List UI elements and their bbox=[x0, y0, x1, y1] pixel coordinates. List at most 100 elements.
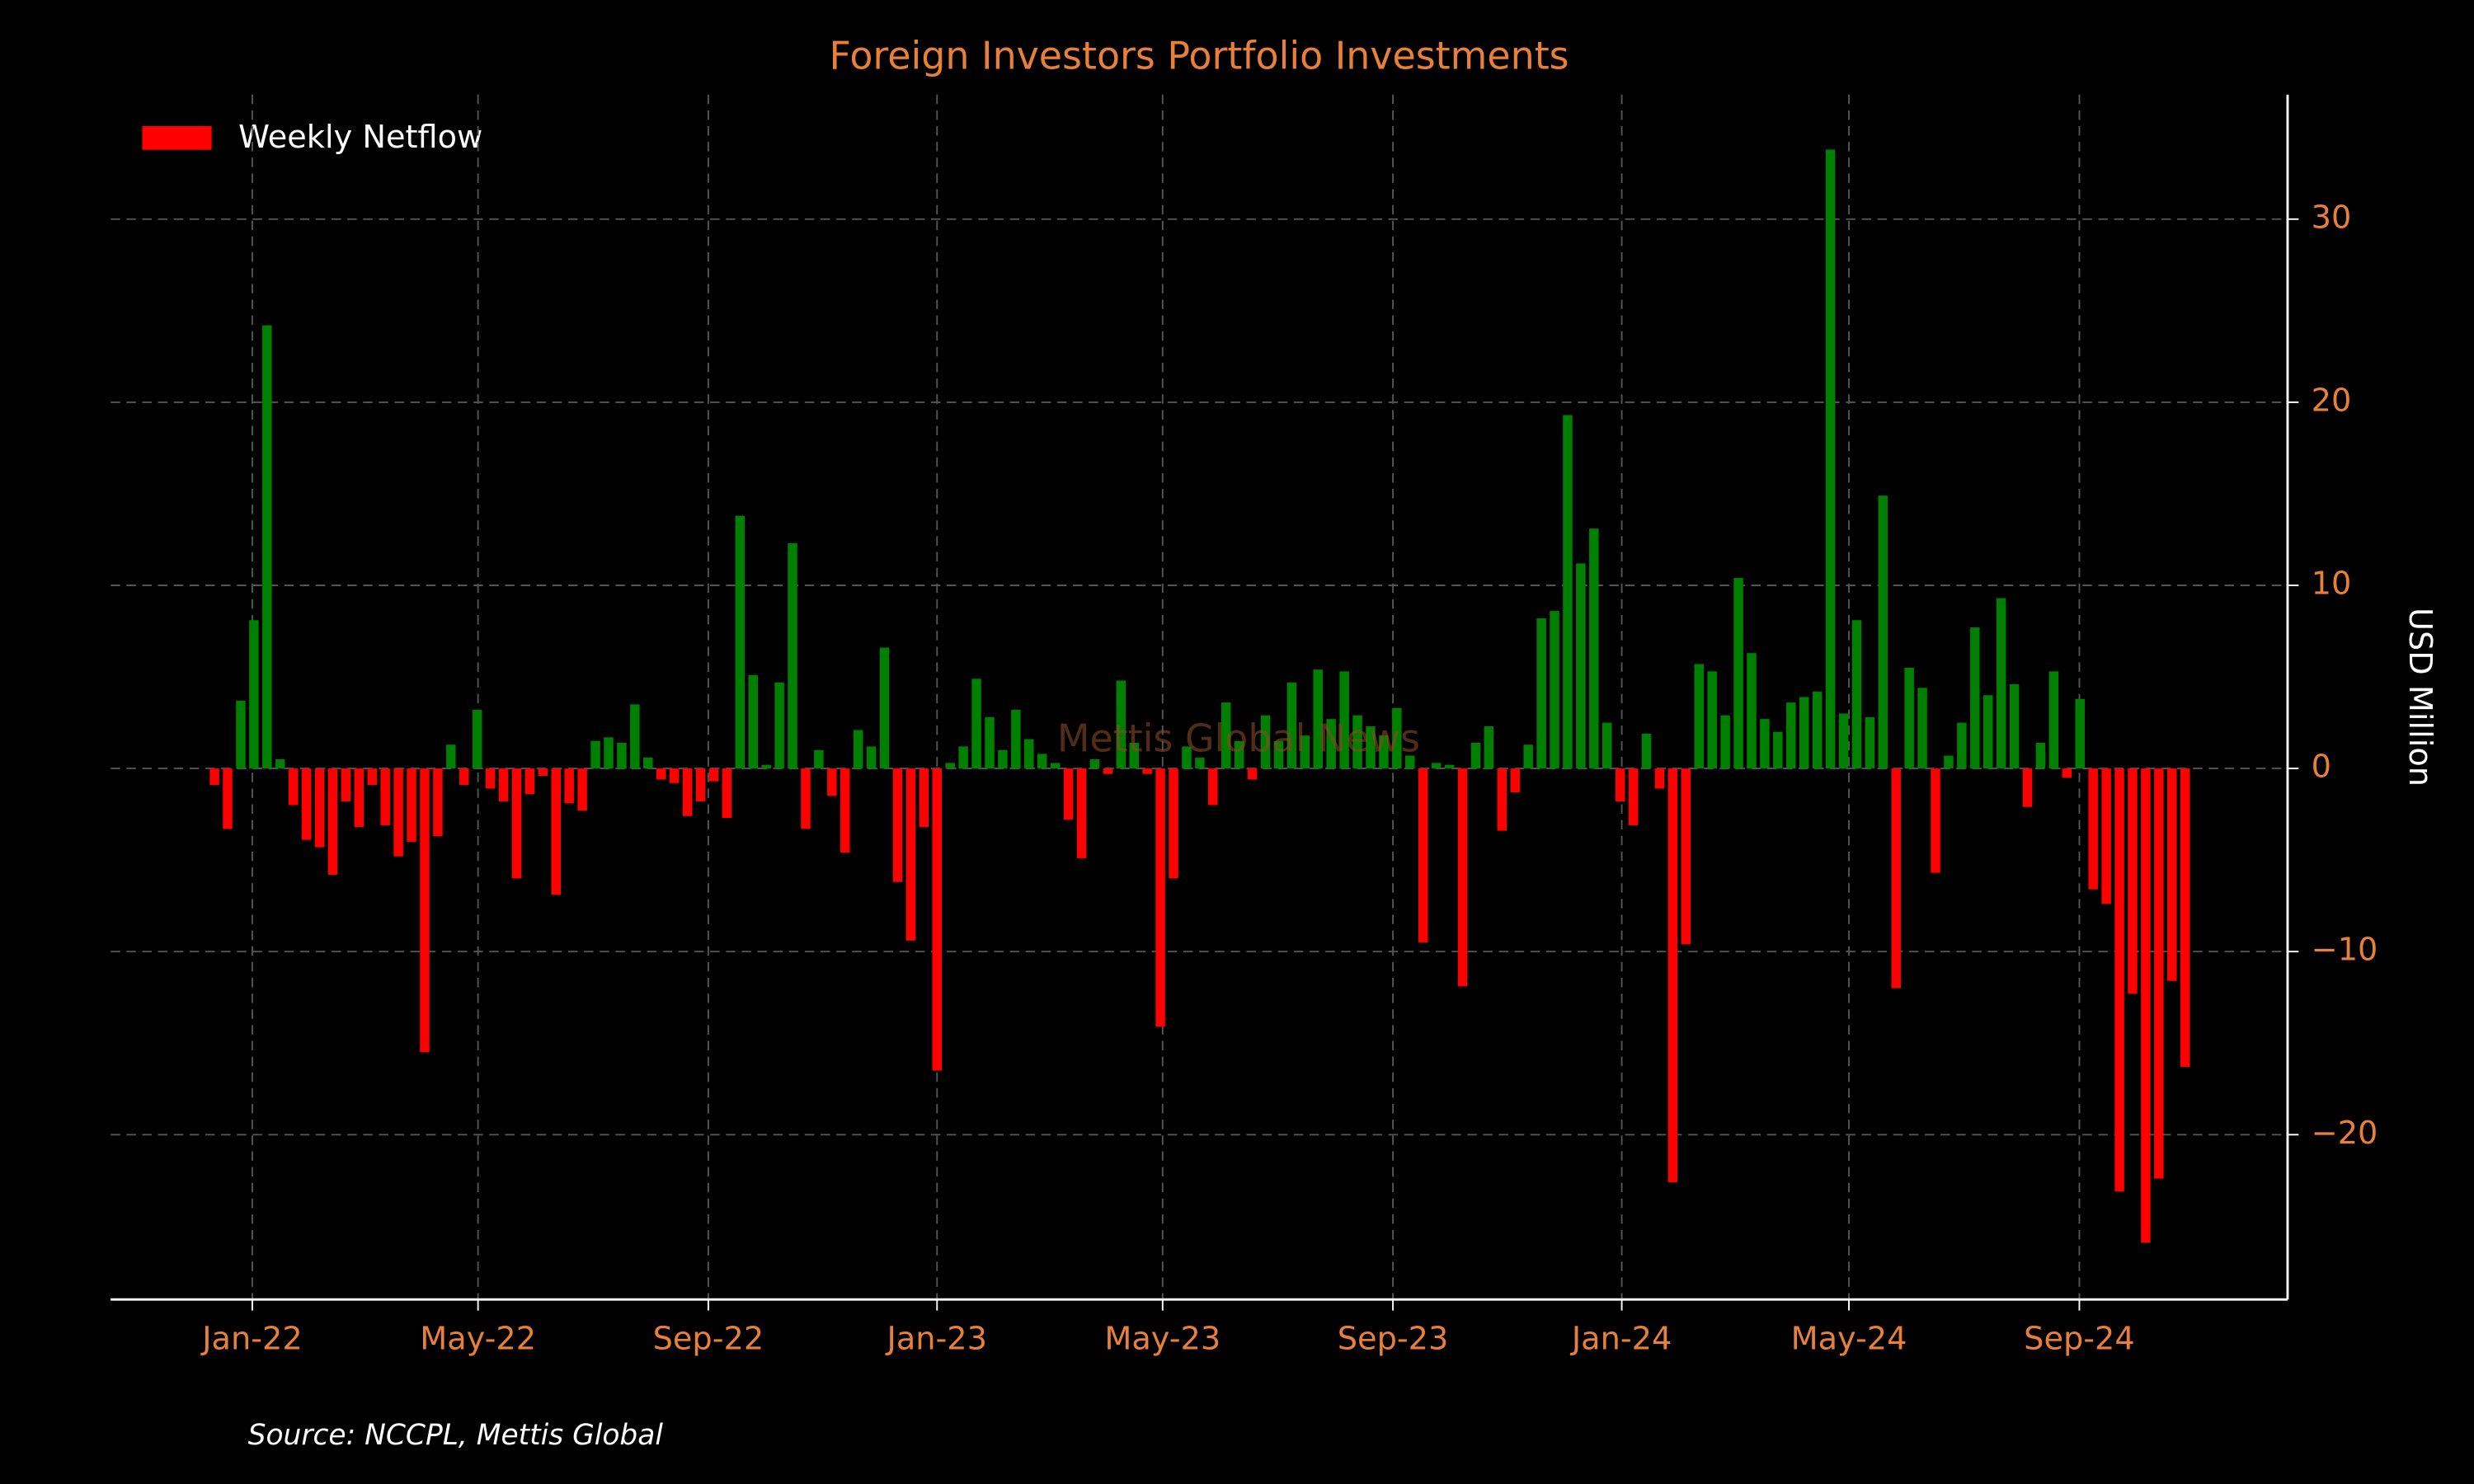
bar bbox=[748, 674, 758, 769]
bar bbox=[538, 768, 548, 776]
bar bbox=[1011, 710, 1021, 769]
y-tick-label: −20 bbox=[2312, 1115, 2378, 1152]
bar bbox=[590, 740, 600, 769]
bar bbox=[1103, 768, 1113, 774]
x-tick-label: Jan-22 bbox=[200, 1320, 302, 1357]
bar bbox=[236, 700, 246, 769]
bar bbox=[708, 768, 719, 782]
bar bbox=[932, 768, 943, 1071]
bar bbox=[393, 768, 403, 857]
bar bbox=[354, 768, 365, 828]
bar bbox=[827, 768, 837, 796]
bar bbox=[1208, 768, 1218, 805]
bar bbox=[459, 768, 469, 786]
bar bbox=[1747, 653, 1757, 769]
bar bbox=[1024, 739, 1034, 769]
x-tick-label: May-22 bbox=[420, 1320, 536, 1357]
bar bbox=[2154, 768, 2164, 1179]
bar bbox=[1169, 768, 1178, 879]
bar bbox=[1273, 740, 1284, 769]
bar bbox=[1694, 664, 1704, 769]
bar bbox=[1957, 722, 1967, 769]
bar bbox=[998, 749, 1008, 769]
bar bbox=[2022, 768, 2033, 807]
bar bbox=[958, 746, 968, 769]
bar bbox=[1431, 763, 1442, 769]
bar bbox=[1339, 671, 1349, 769]
bar bbox=[407, 768, 416, 842]
bar bbox=[630, 704, 640, 769]
bar bbox=[1129, 743, 1139, 769]
bar bbox=[1037, 754, 1047, 769]
bar bbox=[223, 768, 233, 829]
bar bbox=[1366, 726, 1376, 769]
bar bbox=[1497, 768, 1507, 831]
bar bbox=[551, 768, 562, 895]
bar bbox=[2141, 768, 2151, 1243]
bar bbox=[1641, 733, 1652, 769]
bar bbox=[2101, 768, 2111, 904]
bar bbox=[1484, 726, 1494, 769]
chart-title: Foreign Investors Portfolio Investments bbox=[830, 33, 1569, 77]
bar bbox=[1063, 768, 1074, 820]
bar bbox=[617, 743, 627, 769]
bar bbox=[1247, 768, 1258, 780]
bar bbox=[1996, 598, 2006, 769]
bar bbox=[1799, 697, 1809, 769]
bar bbox=[892, 768, 903, 882]
bar bbox=[985, 716, 995, 769]
bar bbox=[735, 515, 745, 769]
bar bbox=[1615, 768, 1625, 802]
x-tick-label: May-24 bbox=[1791, 1320, 1907, 1357]
bar bbox=[1326, 719, 1336, 769]
bar bbox=[1379, 735, 1389, 769]
bar bbox=[446, 744, 456, 769]
bar bbox=[1260, 715, 1271, 769]
bar bbox=[1760, 719, 1770, 769]
bar bbox=[420, 768, 430, 1053]
bar bbox=[1155, 768, 1165, 1027]
bar bbox=[971, 679, 981, 769]
bar bbox=[1300, 735, 1310, 769]
bar bbox=[1720, 715, 1730, 769]
bar bbox=[1470, 743, 1481, 769]
bar bbox=[1602, 722, 1612, 769]
bar bbox=[919, 768, 929, 828]
x-tick-label: Sep-23 bbox=[1338, 1320, 1449, 1357]
bar bbox=[1825, 149, 1836, 769]
bar bbox=[1392, 707, 1402, 769]
bar bbox=[2088, 768, 2098, 890]
bar bbox=[2128, 768, 2138, 994]
y-axis-label: USD Million bbox=[2401, 608, 2439, 787]
bar bbox=[722, 768, 732, 819]
bar bbox=[1944, 755, 1954, 769]
bar bbox=[433, 768, 443, 837]
x-tick-label: Sep-22 bbox=[653, 1320, 764, 1357]
bar bbox=[1076, 768, 1087, 858]
bar bbox=[1089, 758, 1100, 769]
bar bbox=[327, 768, 338, 875]
watermark: Mettis Global News bbox=[1057, 716, 1420, 761]
bar bbox=[1891, 768, 1901, 989]
legend-label: Weekly Netflow bbox=[238, 119, 482, 156]
bar bbox=[1773, 731, 1783, 769]
bar bbox=[1733, 578, 1743, 769]
bar bbox=[879, 647, 890, 769]
y-tick-label: 20 bbox=[2312, 382, 2352, 419]
bar bbox=[695, 768, 706, 802]
bar bbox=[801, 768, 811, 829]
bar bbox=[1550, 611, 1559, 769]
bar bbox=[669, 768, 680, 783]
bar bbox=[1221, 702, 1231, 769]
bar bbox=[840, 768, 850, 853]
bar bbox=[814, 749, 824, 769]
bar bbox=[604, 737, 614, 769]
bar bbox=[2114, 768, 2124, 1192]
bar bbox=[656, 768, 666, 780]
bar bbox=[1917, 688, 1927, 769]
bar bbox=[2009, 683, 2020, 769]
bar bbox=[1667, 768, 1678, 1183]
bar bbox=[1983, 695, 1993, 769]
x-tick-label: Jan-23 bbox=[886, 1320, 987, 1357]
